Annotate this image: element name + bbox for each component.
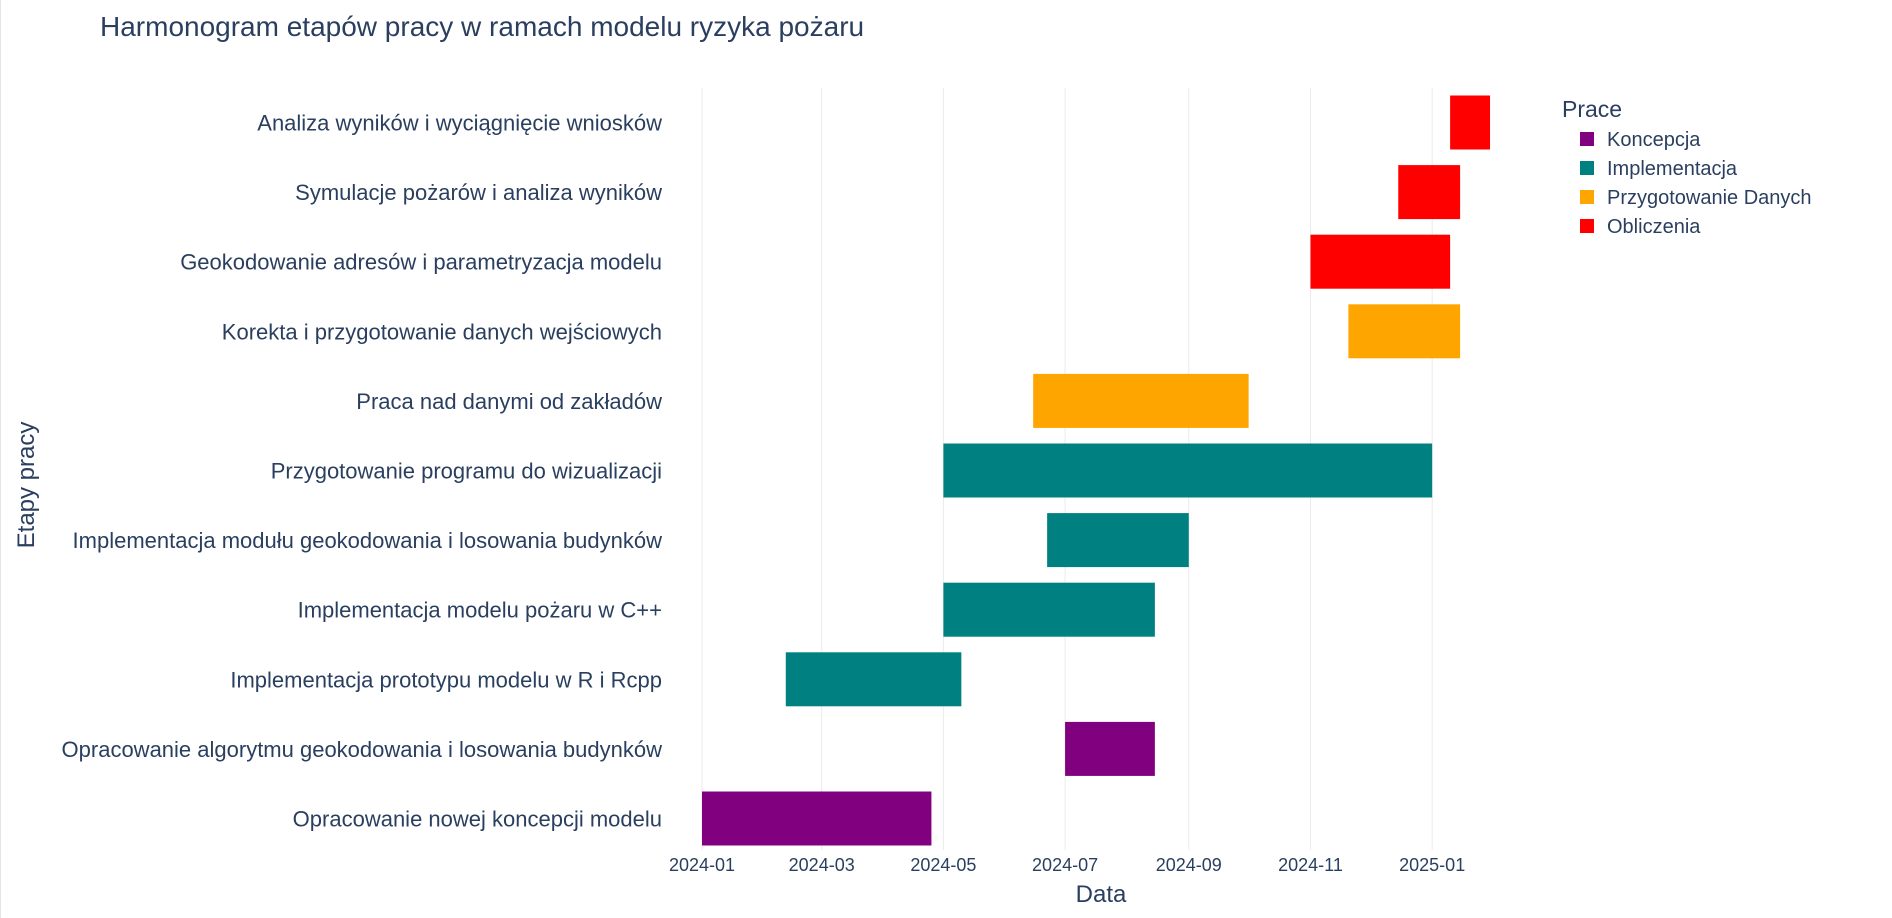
task-label: Implementacja modelu pożaru w C++ <box>298 598 662 623</box>
task-bar[interactable] <box>1310 234 1451 289</box>
legend: Prace Koncepcja Implementacja Przygotowani… <box>1562 96 1812 238</box>
task-bar[interactable] <box>1450 95 1491 150</box>
chart-title: Harmonogram etapów pracy w ramach modelu… <box>100 11 864 42</box>
task-label: Opracowanie nowej koncepcji modelu <box>293 807 662 832</box>
legend-items: Koncepcja Implementacja Przygotowanie Dany… <box>1580 129 1812 238</box>
x-tick-label: 2024-03 <box>789 855 855 875</box>
x-tick-label: 2024-11 <box>1278 855 1343 875</box>
legend-label[interactable]: Implementacja <box>1607 158 1738 180</box>
task-bar[interactable] <box>1047 513 1189 568</box>
task-bar[interactable] <box>702 791 932 846</box>
task-bar[interactable] <box>1348 304 1461 359</box>
legend-label[interactable]: Koncepcja <box>1607 129 1701 151</box>
task-bar[interactable] <box>943 443 1433 498</box>
x-axis-title: Data <box>1076 881 1127 908</box>
task-bar[interactable] <box>1065 721 1155 776</box>
task-label: Implementacja prototypu modelu w R i Rcp… <box>230 667 662 692</box>
x-tick-label: 2024-05 <box>910 855 976 875</box>
legend-swatch[interactable] <box>1580 219 1594 233</box>
task-label: Geokodowanie adresów i parametryzacja mo… <box>180 250 662 275</box>
x-tick-label: 2024-07 <box>1032 855 1098 875</box>
x-tick-labels: 2024-01 2024-03 2024-05 2024-07 2024-09 2024-… <box>669 855 1465 875</box>
x-tick-label: 2024-01 <box>669 855 735 875</box>
x-tick-label: 2024-09 <box>1156 855 1222 875</box>
task-label: Symulacje pożarów i analiza wyników <box>295 180 662 205</box>
task-bar[interactable] <box>1398 165 1461 220</box>
task-label: Analiza wyników i wyciągnięcie wniosków <box>257 111 662 136</box>
legend-swatch[interactable] <box>1580 190 1594 204</box>
y-axis-title: Etapy pracy <box>13 422 40 549</box>
task-bars <box>702 95 1491 846</box>
task-label: Implementacja modułu geokodowania i loso… <box>73 528 663 553</box>
legend-title: Prace <box>1562 96 1622 122</box>
task-bar[interactable] <box>785 652 962 707</box>
task-bar[interactable] <box>943 582 1155 637</box>
legend-swatch[interactable] <box>1580 132 1594 146</box>
task-bar[interactable] <box>1033 373 1249 428</box>
task-label: Przygotowanie programu do wizualizacji <box>271 459 662 484</box>
task-label: Opracowanie algorytmu geokodowania i los… <box>62 737 663 762</box>
legend-label[interactable]: Obliczenia <box>1607 216 1701 238</box>
task-label: Praca nad danymi od zakładów <box>356 389 662 414</box>
task-labels: Opracowanie nowej koncepcji modelu Opraco… <box>62 111 663 832</box>
legend-swatch[interactable] <box>1580 161 1594 175</box>
x-tick-label: 2025-01 <box>1399 855 1465 875</box>
task-label: Korekta i przygotowanie danych wejściowy… <box>222 319 662 344</box>
legend-label[interactable]: Przygotowanie Danych <box>1607 187 1812 209</box>
